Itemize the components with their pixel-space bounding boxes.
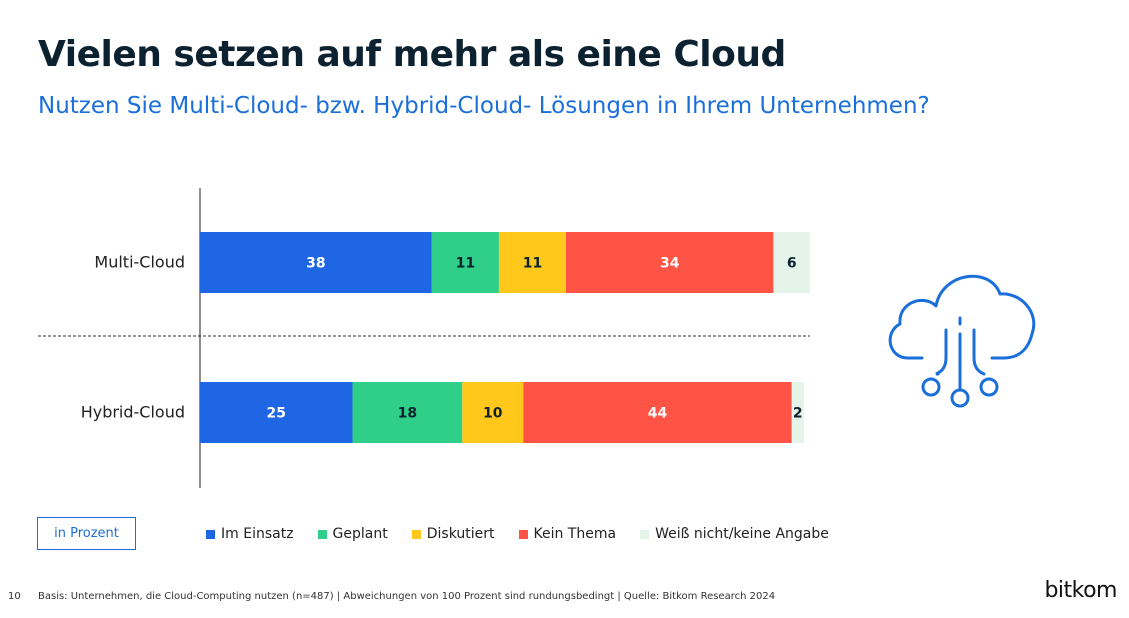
data-label: 18 xyxy=(398,406,417,422)
data-label: 2 xyxy=(793,406,803,422)
legend-swatch xyxy=(640,529,650,539)
data-label: 6 xyxy=(787,256,797,272)
bar-segment xyxy=(773,232,810,293)
legend-swatch xyxy=(317,529,327,539)
cloud-network-icon xyxy=(888,274,1036,408)
bar-segment xyxy=(200,382,353,443)
bitkom-logo: bitkom xyxy=(1044,578,1117,603)
legend-swatch xyxy=(411,529,421,539)
bar-segment xyxy=(566,232,774,293)
legend-label: Weiß nicht/keine Angabe xyxy=(655,526,829,542)
data-label: 10 xyxy=(483,406,503,422)
data-label: 11 xyxy=(523,256,542,272)
legend-label: Geplant xyxy=(332,526,388,542)
legend-swatch xyxy=(206,529,215,539)
category-label: Hybrid-Cloud xyxy=(81,403,185,422)
data-label: 34 xyxy=(660,256,680,272)
legend-item-geplant: Geplant xyxy=(317,526,388,542)
legend-item-kein-thema: Kein Thema xyxy=(518,526,617,542)
page-title: Vielen setzen auf mehr als eine Cloud xyxy=(38,34,786,75)
legend-item-diskutiert: Diskutiert xyxy=(411,526,495,542)
bar-segment xyxy=(352,382,463,443)
bar-segment xyxy=(791,382,804,443)
legend-label: Diskutiert xyxy=(426,526,495,542)
bar-segment xyxy=(523,382,792,443)
bar-segment xyxy=(498,232,566,293)
legend-label: Im Einsatz xyxy=(221,526,294,542)
legend-label: Kein Thema xyxy=(533,526,617,542)
bar-segment xyxy=(431,232,499,293)
page-subtitle: Nutzen Sie Multi-Cloud- bzw. Hybrid-Clou… xyxy=(38,93,930,119)
unit-label: in Prozent xyxy=(37,517,136,550)
legend-item-weiss-nicht: Weiß nicht/keine Angabe xyxy=(640,526,829,542)
data-label: 44 xyxy=(648,406,668,422)
chart-legend: Im Einsatz Geplant Diskutiert Kein Thema… xyxy=(206,526,829,542)
bar-segment xyxy=(462,382,524,443)
legend-item-im-einsatz: Im Einsatz xyxy=(206,526,294,542)
legend-swatch xyxy=(518,529,528,539)
footnote: Basis: Unternehmen, die Cloud-Computing … xyxy=(38,591,776,602)
data-label: 38 xyxy=(306,256,325,272)
category-label: Multi-Cloud xyxy=(94,253,185,272)
page-number: 10 xyxy=(8,591,21,602)
data-label: 25 xyxy=(267,406,286,422)
bar-segment xyxy=(200,232,432,293)
data-label: 11 xyxy=(456,256,475,272)
